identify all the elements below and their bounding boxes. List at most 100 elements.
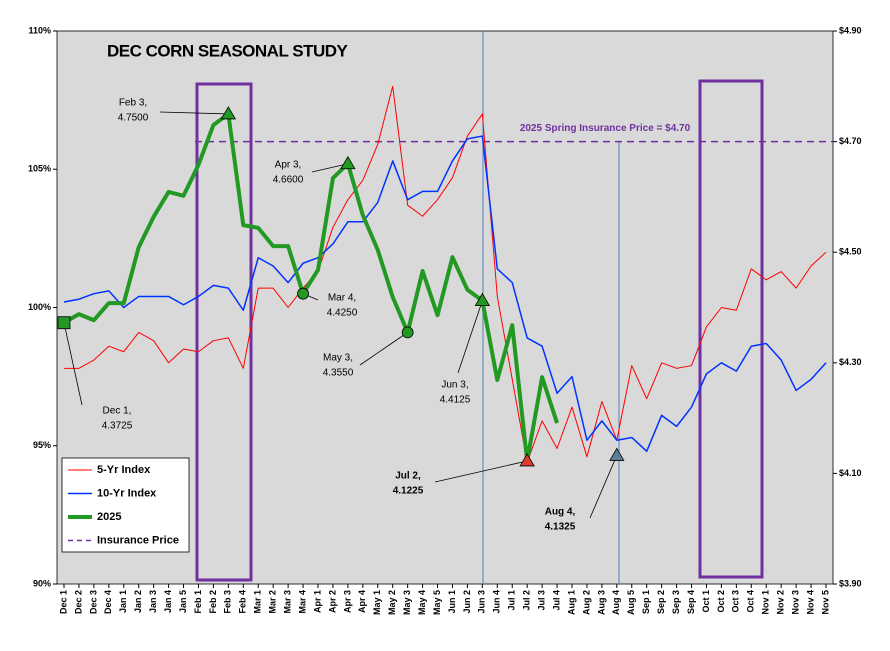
x-tick-label: Apr 2	[327, 590, 337, 613]
x-tick-label: Aug 1	[566, 590, 576, 615]
x-tick-label: Oct 2	[716, 590, 726, 613]
x-tick-label: Dec 2	[73, 590, 83, 614]
x-tick-label: Nov 1	[761, 590, 771, 615]
y-tick-label: 95%	[33, 440, 51, 450]
legend-label: Insurance Price	[97, 534, 179, 546]
x-tick-label: Apr 4	[357, 590, 367, 613]
leader-line	[589, 455, 618, 519]
annotation-value: 4.6600	[273, 175, 304, 186]
y2-tick-label: $4.30	[839, 357, 862, 367]
leader-line	[63, 322, 83, 406]
y2-tick-label: $4.50	[839, 247, 862, 257]
x-tick-label: Mar 2	[268, 590, 278, 614]
annotation-label: May 3,	[323, 353, 353, 364]
marker	[401, 326, 414, 339]
x-tick-label: Jun 3	[477, 590, 487, 614]
annotation-label: Mar 4,	[328, 293, 356, 304]
annotation-label: Aug 4,	[545, 507, 576, 518]
reference-label: 2025 Spring Insurance Price = $4.70	[520, 123, 691, 134]
x-tick-label: Jan 2	[133, 590, 143, 613]
series-line	[64, 85, 827, 463]
leader-line	[457, 300, 483, 374]
leader-line	[311, 163, 348, 173]
x-tick-label: May 3	[402, 590, 412, 615]
annotation-value: 4.3550	[323, 368, 354, 379]
x-tick-label: Nov 2	[776, 590, 786, 615]
annotation-value: 4.3725	[102, 421, 133, 432]
marker	[519, 453, 535, 467]
x-tick-label: Sep 1	[641, 590, 651, 614]
x-tick-label: Jan 1	[118, 590, 128, 613]
x-tick-label: Nov 4	[805, 590, 815, 615]
x-tick-label: Mar 4	[297, 590, 307, 614]
x-tick-label: Dec 1	[58, 590, 68, 614]
y2-tick-label: $4.10	[839, 468, 862, 478]
x-tick-label: May 4	[417, 590, 427, 615]
annotation-value: 4.1225	[393, 486, 424, 497]
x-tick-label: Sep 3	[671, 590, 681, 614]
y2-tick-label: $4.90	[839, 25, 862, 35]
x-tick-label: Jun 1	[447, 590, 457, 614]
y-tick-label: 100%	[28, 302, 51, 312]
highlight-box	[698, 79, 764, 579]
marker	[474, 292, 491, 306]
x-tick-label: Aug 3	[596, 590, 606, 615]
x-tick-label: May 5	[432, 590, 442, 615]
x-tick-label: Sep 2	[656, 590, 666, 614]
marker	[340, 155, 356, 170]
legend-label: 10-Yr Index	[97, 487, 157, 499]
x-tick-label: Dec 3	[88, 590, 98, 614]
x-tick-label: Dec 4	[103, 590, 113, 614]
leader-line	[159, 111, 229, 115]
x-tick-label: Jan 5	[178, 590, 188, 613]
annotation-label: Jun 3,	[441, 380, 468, 391]
y-tick-label: 105%	[28, 164, 51, 174]
marker	[297, 287, 309, 300]
legend	[61, 457, 190, 553]
marker	[609, 447, 625, 461]
x-tick-label: Feb 4	[238, 590, 248, 614]
series-line	[63, 111, 559, 463]
legend-label: 5-Yr Index	[97, 464, 151, 476]
legend-label: 2025	[97, 511, 121, 523]
x-tick-label: Apr 1	[312, 590, 322, 613]
x-tick-label: Mar 1	[253, 590, 263, 614]
x-tick-label: Aug 4	[611, 590, 621, 615]
x-tick-label: Oct 1	[701, 590, 711, 613]
annotation-value: 4.1325	[545, 522, 576, 533]
annotation-label: Feb 3,	[119, 98, 147, 109]
x-tick-label: Nov 3	[790, 590, 800, 615]
x-tick-label: Jul 2	[522, 590, 532, 611]
x-tick-label: Jan 4	[163, 590, 173, 613]
marker	[57, 316, 71, 330]
x-tick-label: Feb 1	[193, 590, 203, 614]
x-tick-label: Aug 2	[581, 590, 591, 615]
x-tick-label: Mar 3	[282, 590, 292, 614]
y-tick-label: 90%	[33, 578, 51, 588]
x-tick-label: Oct 3	[731, 590, 741, 613]
y2-tick-label: $3.90	[839, 578, 862, 588]
x-tick-label: Apr 3	[342, 590, 352, 613]
x-tick-label: May 1	[372, 590, 382, 615]
x-tick-label: Jul 1	[507, 590, 517, 611]
x-tick-label: Feb 2	[208, 590, 218, 614]
marker	[220, 106, 237, 120]
x-tick-label: Feb 3	[223, 590, 233, 614]
x-tick-label: Jul 4	[551, 590, 561, 611]
x-tick-label: Sep 4	[686, 590, 696, 614]
annotation-label: Apr 3,	[275, 160, 302, 171]
annotation-value: 4.4250	[327, 308, 358, 319]
leader-line	[359, 332, 408, 366]
chart-title: DEC CORN SEASONAL STUDY	[107, 41, 349, 60]
y2-tick-label: $4.70	[839, 136, 862, 146]
x-tick-label: Jun 2	[462, 590, 472, 614]
x-tick-label: Jul 3	[536, 590, 546, 611]
x-tick-label: May 2	[387, 590, 397, 615]
x-tick-label: Nov 5	[820, 590, 830, 615]
annotation-label: Jul 2,	[395, 471, 421, 482]
series-line	[63, 135, 827, 453]
y-tick-label: 110%	[28, 25, 51, 35]
x-tick-label: Jun 4	[492, 590, 502, 614]
annotation-label: Dec 1,	[103, 406, 132, 417]
